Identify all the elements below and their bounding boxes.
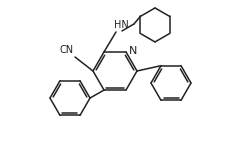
Text: HN: HN — [114, 20, 129, 30]
Text: N: N — [129, 46, 137, 56]
Text: CN: CN — [60, 45, 74, 55]
